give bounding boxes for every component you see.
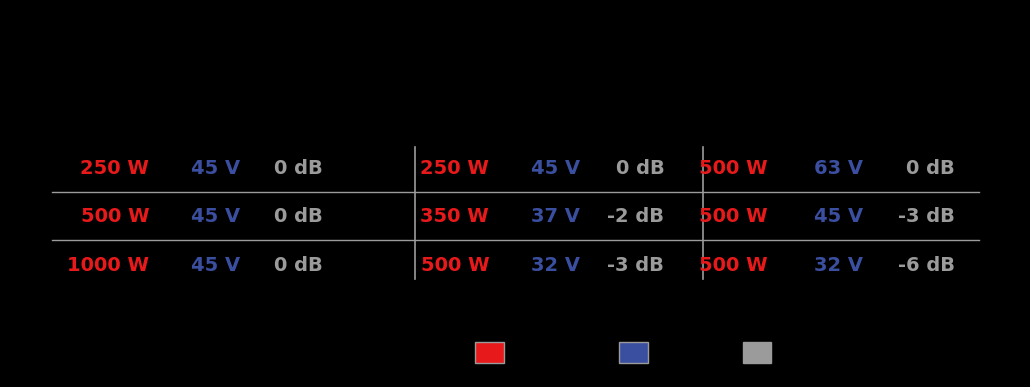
Text: 500 W: 500 W — [420, 255, 489, 275]
Text: 250 W: 250 W — [420, 159, 489, 178]
FancyBboxPatch shape — [743, 342, 771, 363]
FancyBboxPatch shape — [475, 342, 504, 363]
Text: 45 V: 45 V — [530, 159, 580, 178]
Text: 45 V: 45 V — [191, 159, 240, 178]
Text: 37 V: 37 V — [531, 207, 580, 226]
Text: -6 dB: -6 dB — [898, 255, 955, 275]
Text: 350 W: 350 W — [420, 207, 489, 226]
Text: 500 W: 500 W — [698, 207, 767, 226]
Text: 500 W: 500 W — [698, 159, 767, 178]
Text: -3 dB: -3 dB — [608, 255, 664, 275]
Text: 32 V: 32 V — [530, 255, 580, 275]
Text: 45 V: 45 V — [814, 207, 863, 226]
Text: 0 dB: 0 dB — [274, 159, 322, 178]
Text: 500 W: 500 W — [80, 207, 149, 226]
Text: 0 dB: 0 dB — [274, 207, 322, 226]
Text: 0 dB: 0 dB — [616, 159, 664, 178]
Text: 1000 W: 1000 W — [67, 255, 149, 275]
Text: 250 W: 250 W — [80, 159, 149, 178]
Text: 45 V: 45 V — [191, 207, 240, 226]
Text: 32 V: 32 V — [814, 255, 863, 275]
Text: 0 dB: 0 dB — [274, 255, 322, 275]
Text: 0 dB: 0 dB — [906, 159, 955, 178]
Text: 63 V: 63 V — [814, 159, 863, 178]
Text: 45 V: 45 V — [191, 255, 240, 275]
Text: 500 W: 500 W — [698, 255, 767, 275]
Text: -3 dB: -3 dB — [898, 207, 955, 226]
FancyBboxPatch shape — [619, 342, 648, 363]
Text: -2 dB: -2 dB — [608, 207, 664, 226]
